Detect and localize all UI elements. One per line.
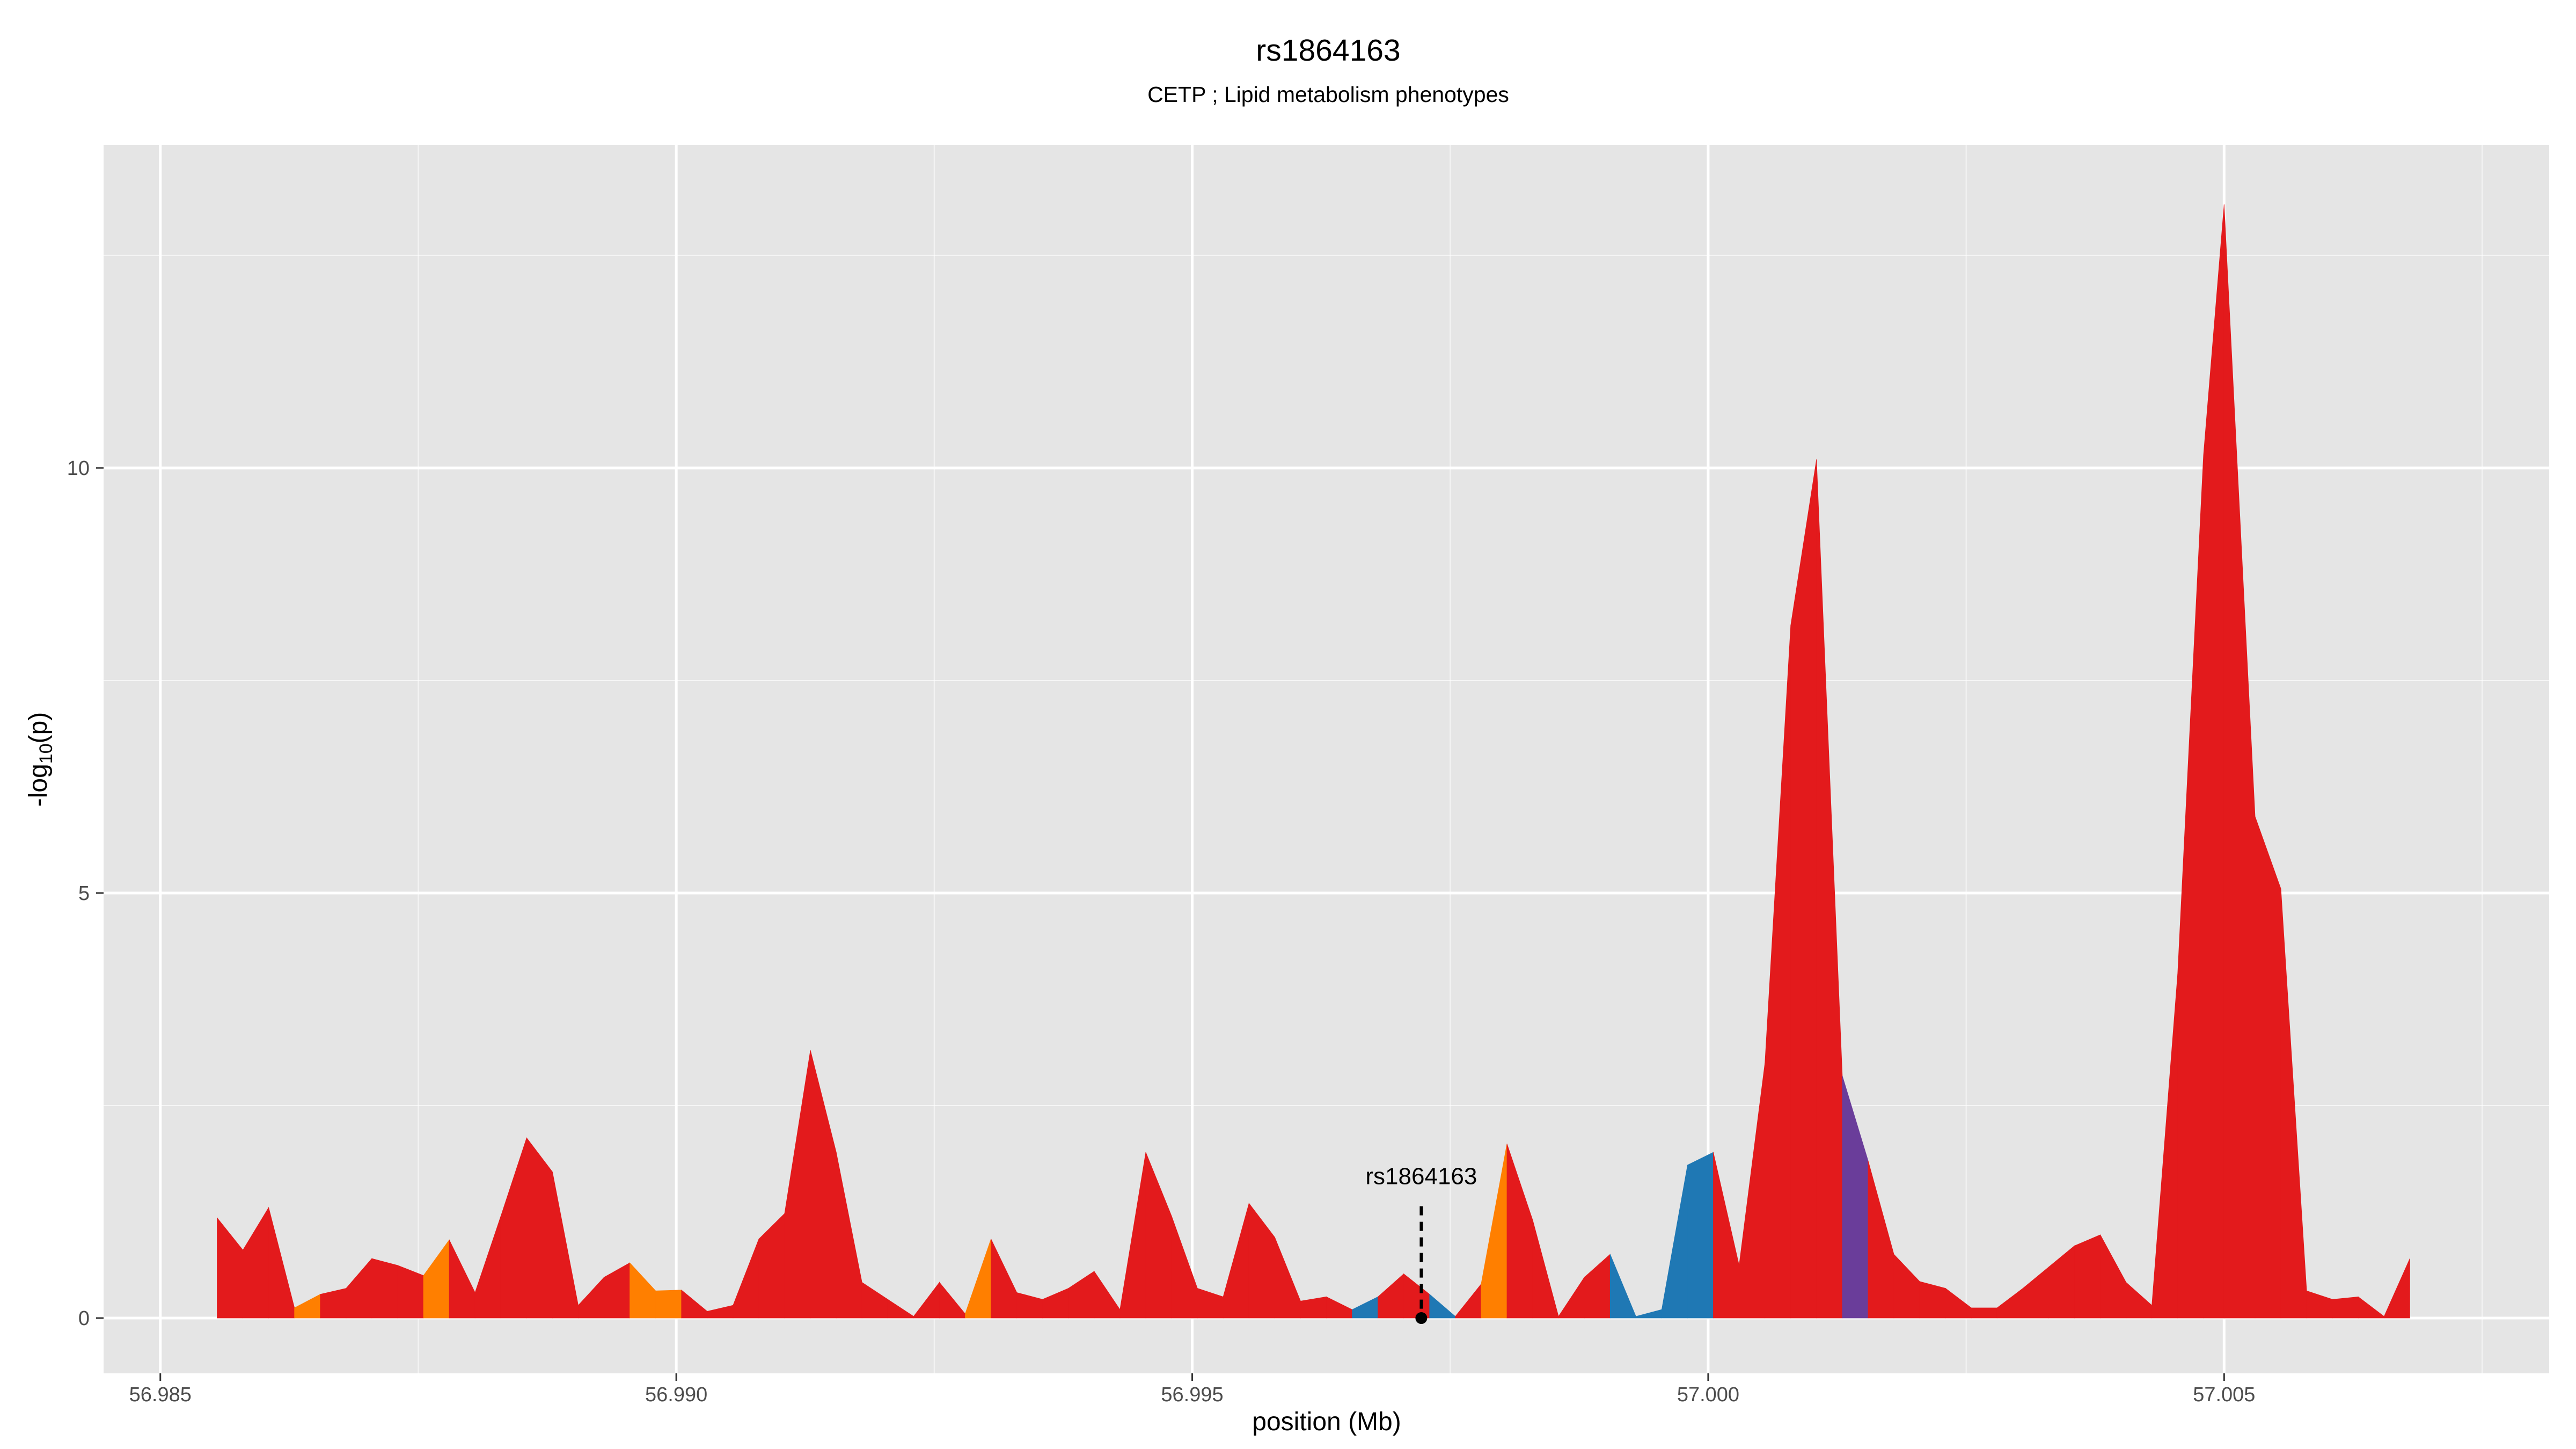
x-axis: 56.985 56.990 56.995 57.000 57.005 xyxy=(129,1373,2255,1406)
area-segment-orange xyxy=(655,1290,682,1319)
x-tick-label: 57.000 xyxy=(1677,1384,1739,1406)
y-axis-title: -log10(p) xyxy=(24,712,56,807)
x-tick-label: 56.985 xyxy=(129,1384,192,1406)
area-segments xyxy=(217,204,2410,1319)
y-tick-label: 10 xyxy=(67,457,90,480)
area-segment-red xyxy=(1971,1307,1997,1319)
chart-subtitle: CETP ; Lipid metabolism phenotypes xyxy=(1147,82,1509,107)
y-tick-label: 0 xyxy=(78,1307,90,1330)
area-segment-red xyxy=(2255,816,2281,1319)
plot-panel xyxy=(104,145,2549,1373)
area-segment-red xyxy=(2074,1234,2101,1319)
y-axis: 0 5 10 xyxy=(67,457,104,1330)
y-axis-title-main: -log xyxy=(24,764,53,807)
grid-minor xyxy=(104,145,2549,1373)
annotation-label: rs1864163 xyxy=(1365,1163,1477,1190)
area-segment-red xyxy=(371,1258,398,1319)
x-axis-title: position (Mb) xyxy=(1252,1408,1401,1436)
y-axis-title-subscript: 10 xyxy=(36,743,56,764)
x-tick-label: 56.990 xyxy=(645,1384,707,1406)
annotation: rs1864163 xyxy=(1365,1163,1477,1324)
area-segment-red xyxy=(2332,1296,2359,1319)
area-segment-blue xyxy=(1687,1152,1714,1319)
x-tick-label: 56.995 xyxy=(1161,1384,1223,1406)
annotation-point xyxy=(1415,1312,1428,1324)
y-axis-title-suffix: (p) xyxy=(24,712,53,744)
chart-title: rs1864163 xyxy=(1256,33,1400,68)
x-tick-label: 57.005 xyxy=(2193,1384,2255,1406)
y-tick-label: 5 xyxy=(78,882,90,905)
area-segment-red xyxy=(2383,1258,2410,1319)
